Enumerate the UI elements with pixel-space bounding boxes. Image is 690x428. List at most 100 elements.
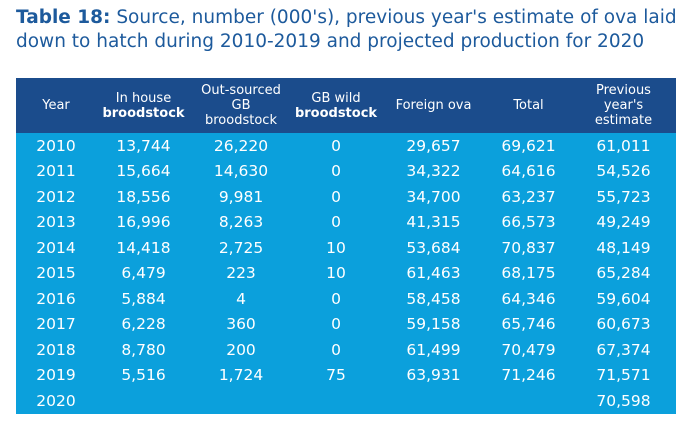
table-cell: 14,418 bbox=[116, 238, 171, 257]
table-cell bbox=[291, 388, 381, 414]
table-title: Table 18: Source, number (000's), previo… bbox=[16, 6, 686, 54]
table-cell: 8,263 bbox=[218, 213, 264, 232]
table-row: 2015 6,479 223 10 61,463 68,175 65,284 bbox=[16, 260, 676, 286]
table-cell: 5,884 bbox=[121, 289, 166, 308]
table-cell: 0 bbox=[331, 213, 341, 232]
table-cell: 34,322 bbox=[406, 162, 461, 181]
col-foreign: Foreign ova bbox=[395, 98, 472, 113]
table-cell: 2013 bbox=[36, 213, 76, 232]
table-cell: 15,664 bbox=[116, 162, 171, 181]
table-row: 2012 18,556 9,981 0 34,700 63,237 55,723 bbox=[16, 184, 676, 210]
table-cell: 67,374 bbox=[596, 340, 651, 359]
table-cell: 49,249 bbox=[596, 213, 651, 232]
table-cell: 10 bbox=[326, 238, 346, 257]
table-cell: 5,516 bbox=[121, 366, 166, 385]
table-cell: 0 bbox=[331, 340, 341, 359]
table-cell: 14,630 bbox=[213, 162, 269, 181]
table-cell: 59,604 bbox=[596, 289, 651, 308]
table-cell: 61,011 bbox=[596, 136, 651, 155]
table-row: 2019 5,516 1,724 75 63,931 71,246 71,571 bbox=[16, 362, 676, 388]
table-cell: 71,571 bbox=[596, 366, 651, 385]
table-row: 2011 15,664 14,630 0 34,322 64,616 54,526 bbox=[16, 158, 676, 184]
table-row: 2017 6,228 360 0 59,158 65,746 60,673 bbox=[16, 311, 676, 337]
table-cell: 34,700 bbox=[406, 187, 461, 206]
table-cell bbox=[96, 388, 191, 414]
table-cell: 61,463 bbox=[406, 264, 461, 283]
table-cell: 64,346 bbox=[501, 289, 556, 308]
table-cell: 58,458 bbox=[406, 289, 461, 308]
table-cell: 8,780 bbox=[121, 340, 166, 359]
table-cell: 9,981 bbox=[218, 187, 264, 206]
table-cell: 26,220 bbox=[213, 136, 269, 155]
table-cell: 2011 bbox=[36, 162, 76, 181]
table-cell: 71,246 bbox=[501, 366, 556, 385]
table-cell: 63,931 bbox=[406, 366, 461, 385]
table-cell: 360 bbox=[226, 315, 256, 334]
col-gb-wild: GB wild broodstock bbox=[294, 90, 378, 121]
table-cell: 48,149 bbox=[596, 238, 651, 257]
table-cell: 70,598 bbox=[596, 391, 651, 410]
table-cell: 69,621 bbox=[501, 136, 556, 155]
col-year: Year bbox=[42, 98, 70, 113]
table-row: 2013 16,996 8,263 0 41,315 66,573 49,249 bbox=[16, 209, 676, 235]
table-cell: 2016 bbox=[36, 289, 76, 308]
table-cell: 53,684 bbox=[406, 238, 461, 257]
table-caption: Source, number (000's), previous year's … bbox=[16, 7, 677, 52]
col-in-house: In house broodstock bbox=[102, 90, 185, 121]
table-cell: 6,228 bbox=[121, 315, 166, 334]
table-cell: 2019 bbox=[36, 366, 76, 385]
table-cell bbox=[486, 388, 571, 414]
table-cell: 66,573 bbox=[501, 213, 556, 232]
table-cell: 16,996 bbox=[116, 213, 171, 232]
table-cell: 61,499 bbox=[406, 340, 461, 359]
table-cell bbox=[191, 388, 291, 414]
table-cell: 60,673 bbox=[596, 315, 651, 334]
table-cell: 65,284 bbox=[596, 264, 651, 283]
table-cell: 2017 bbox=[36, 315, 76, 334]
table-cell: 2,725 bbox=[218, 238, 264, 257]
col-total: Total bbox=[513, 98, 544, 113]
table-cell: 2020 bbox=[36, 391, 76, 410]
table-cell: 0 bbox=[331, 315, 341, 334]
table-cell: 2014 bbox=[36, 238, 76, 257]
table-row: 2020 70,598 bbox=[16, 388, 676, 414]
table-cell: 2010 bbox=[36, 136, 76, 155]
table-cell: 200 bbox=[226, 340, 256, 359]
table-cell: 54,526 bbox=[596, 162, 651, 181]
table-row: 2018 8,780 200 0 61,499 70,479 67,374 bbox=[16, 337, 676, 363]
header-row: Year In house broodstock Out-sourced GB br… bbox=[16, 78, 676, 133]
table-cell: 6,479 bbox=[121, 264, 166, 283]
table-cell: 0 bbox=[331, 289, 341, 308]
table-cell: 0 bbox=[331, 162, 341, 181]
table-cell: 0 bbox=[331, 136, 341, 155]
table-cell: 4 bbox=[236, 289, 246, 308]
table-cell: 55,723 bbox=[596, 187, 651, 206]
table-cell: 59,158 bbox=[406, 315, 461, 334]
col-previous: Previous year's estimate bbox=[594, 83, 653, 128]
table-cell bbox=[381, 388, 486, 414]
table-cell: 1,724 bbox=[218, 366, 264, 385]
table-cell: 223 bbox=[226, 264, 256, 283]
table-cell: 63,237 bbox=[501, 187, 556, 206]
table-row: 2014 14,418 2,725 10 53,684 70,837 48,149 bbox=[16, 235, 676, 261]
table-cell: 29,657 bbox=[406, 136, 461, 155]
table-cell: 68,175 bbox=[501, 264, 556, 283]
table-cell: 10 bbox=[326, 264, 346, 283]
table-cell: 41,315 bbox=[406, 213, 461, 232]
table-row: 2016 5,884 4 0 58,458 64,346 59,604 bbox=[16, 286, 676, 312]
table-cell: 70,479 bbox=[501, 340, 556, 359]
ova-table: Year In house broodstock Out-sourced GB br… bbox=[16, 78, 676, 414]
col-outsourced: Out-sourced GB broodstock bbox=[201, 83, 281, 128]
table-cell: 13,744 bbox=[116, 136, 171, 155]
table-cell: 70,837 bbox=[501, 238, 556, 257]
table-cell: 0 bbox=[331, 187, 341, 206]
table-cell: 2015 bbox=[36, 264, 76, 283]
table-row: 2010 13,744 26,220 0 29,657 69,621 61,011 bbox=[16, 133, 676, 159]
table-cell: 64,616 bbox=[501, 162, 556, 181]
table-cell: 65,746 bbox=[501, 315, 556, 334]
table-cell: 2018 bbox=[36, 340, 76, 359]
table-cell: 18,556 bbox=[116, 187, 171, 206]
table-cell: 2012 bbox=[36, 187, 76, 206]
table-label: Table 18: bbox=[16, 7, 111, 28]
table-cell: 75 bbox=[326, 366, 346, 385]
